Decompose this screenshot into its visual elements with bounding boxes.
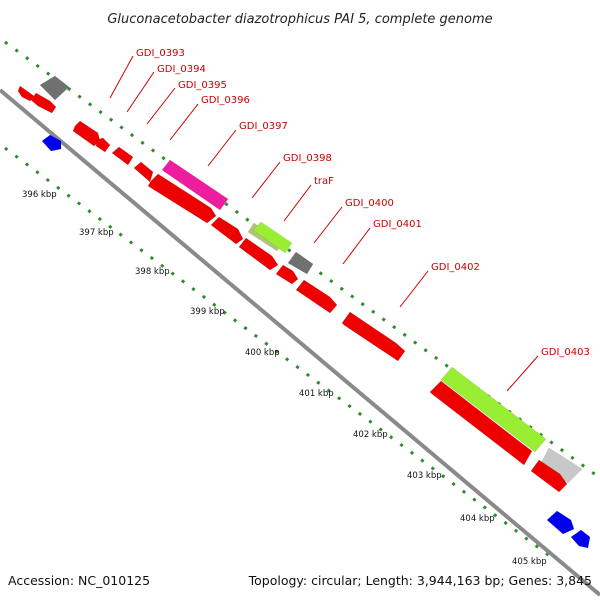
tick-label: 400 kbp — [245, 348, 280, 358]
leader-line — [126, 71, 155, 113]
leader-line — [313, 206, 343, 244]
lime-feature — [440, 366, 547, 453]
tick-label: 396 kbp — [22, 190, 57, 200]
lime-feature — [252, 221, 293, 254]
gene-labels: GDI_0393 GDI_0394 GDI_0395 GDI_0396 GDI_… — [136, 48, 590, 358]
cds-feature — [530, 459, 568, 493]
cds-minus-feature — [570, 529, 591, 549]
tick-label: 402 kbp — [353, 430, 388, 440]
pink-feature — [161, 159, 229, 211]
leader-line — [506, 355, 539, 392]
leader-line — [207, 129, 237, 167]
gene-label: GDI_0400 — [345, 198, 394, 209]
leader-line — [169, 103, 199, 141]
cds-feature — [147, 173, 217, 224]
gene-label: GDI_0397 — [239, 121, 288, 132]
cds-feature — [72, 120, 101, 147]
cds-feature — [238, 237, 279, 271]
tick-label: 405 kbp — [512, 557, 547, 567]
cds-feature — [30, 92, 57, 114]
leader-line — [146, 87, 176, 125]
gray-feature — [287, 251, 314, 275]
tick-label: 398 kbp — [135, 267, 170, 277]
gene-label: GDI_0394 — [157, 64, 206, 75]
gene-label: GDI_0401 — [373, 219, 422, 230]
gene-label: GDI_0393 — [136, 48, 185, 59]
cds-feature — [17, 85, 35, 102]
gene-label: traF — [314, 176, 334, 187]
gene-label: GDI_0395 — [178, 80, 227, 91]
genome-backbone — [0, 88, 600, 597]
position-ticks: 396 kbp 397 kbp 398 kbp 399 kbp 400 kbp … — [22, 190, 547, 567]
gene-label: GDI_0396 — [201, 95, 250, 106]
gene-label: GDI_0403 — [541, 347, 590, 358]
cds-feature — [133, 161, 154, 183]
leader-line — [342, 227, 371, 265]
cds-feature — [210, 216, 244, 245]
cds-feature — [429, 380, 533, 466]
leader-line — [251, 161, 281, 199]
cds-feature — [341, 311, 406, 362]
cds-minus-feature — [546, 510, 575, 535]
cds-feature — [95, 137, 111, 153]
tick-label: 404 kbp — [460, 514, 495, 524]
gene-features — [17, 75, 591, 549]
cds-feature — [295, 279, 338, 314]
cds-minus-feature — [41, 134, 62, 152]
gene-label: GDI_0398 — [283, 153, 332, 164]
gray-feature — [39, 75, 70, 101]
accession-text: Accession: NC_010125 — [8, 573, 150, 588]
gene-label: GDI_0402 — [431, 262, 480, 273]
leader-line — [399, 270, 429, 308]
tick-label: 399 kbp — [190, 307, 225, 317]
tick-label: 403 kbp — [407, 471, 442, 481]
cds-feature — [275, 264, 299, 285]
inner-dotted-track — [4, 146, 556, 562]
label-leaders — [109, 55, 539, 392]
tick-label: 401 kbp — [299, 389, 334, 399]
leader-line — [109, 55, 134, 99]
leader-line — [283, 184, 312, 222]
map-title: Gluconacetobacter diazotrophicus PAI 5, … — [107, 12, 492, 27]
cds-feature — [111, 146, 134, 166]
tick-label: 397 kbp — [79, 228, 114, 238]
topology-text: Topology: circular; Length: 3,944,163 bp… — [248, 573, 592, 588]
